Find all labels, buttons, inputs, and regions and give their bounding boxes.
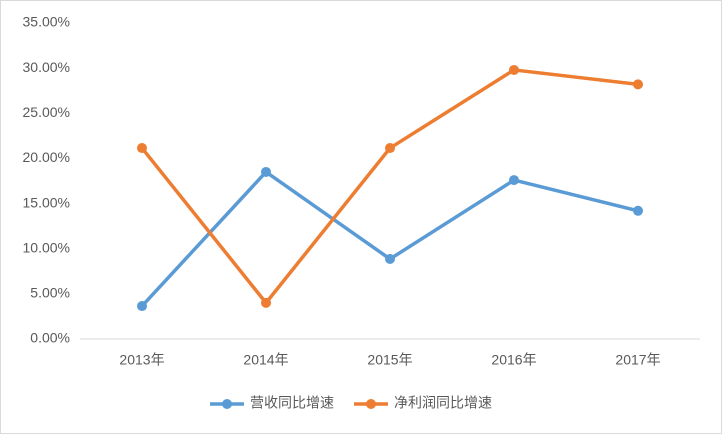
point [633, 205, 643, 216]
y-tick-label: 15.00% [23, 194, 70, 210]
x-tick-label: 2015年 [367, 352, 412, 368]
point [509, 64, 519, 75]
point [137, 143, 147, 154]
point [385, 143, 395, 154]
y-tick-label: 35.00% [23, 14, 70, 30]
x-tick-label: 2014年 [243, 352, 288, 368]
legend-marker [366, 399, 376, 409]
point [261, 166, 271, 177]
legend-label: 营收同比增速 [250, 395, 334, 411]
y-tick-label: 25.00% [23, 104, 70, 120]
legend-marker [222, 399, 232, 409]
y-tick-label: 20.00% [23, 149, 70, 165]
point [137, 301, 147, 312]
legend-label: 净利润同比增速 [394, 395, 492, 411]
y-tick-label: 10.00% [23, 239, 70, 255]
y-tick-label: 5.00% [30, 285, 70, 301]
point [509, 175, 519, 186]
x-tick-label: 2013年 [119, 352, 164, 368]
x-tick-label: 2017年 [615, 352, 660, 368]
x-tick-label: 2016年 [491, 352, 536, 368]
point [261, 297, 271, 308]
y-tick-label: 0.00% [30, 330, 70, 346]
point [633, 79, 643, 90]
point [385, 254, 395, 265]
y-tick-label: 30.00% [23, 59, 70, 75]
